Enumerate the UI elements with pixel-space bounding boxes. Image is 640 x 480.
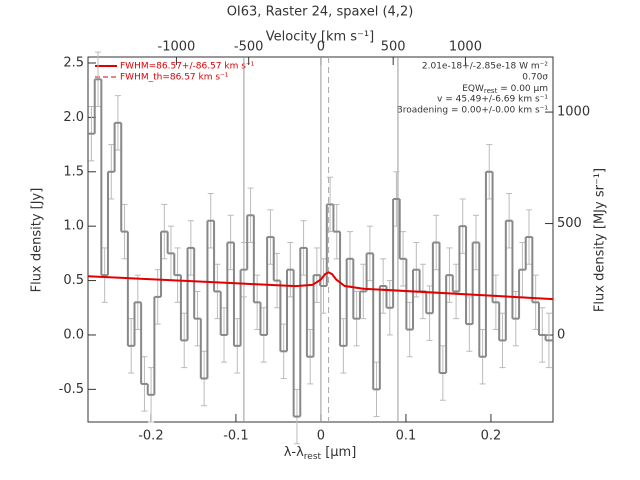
x2-tick-label: 1000 xyxy=(449,40,482,55)
x2-axis-label: Velocity [km s⁻¹] xyxy=(266,30,374,45)
x-tick-label: 0.2 xyxy=(481,429,502,444)
x-tick-label: -0.2 xyxy=(138,429,163,444)
x-axis-label: λ-λrest [μm] xyxy=(284,445,357,462)
fit-line xyxy=(87,271,554,301)
y2-axis-label: Flux density [MJy sr⁻¹] xyxy=(593,168,608,312)
annotation: 0.70σ xyxy=(522,73,548,83)
x-tick-label: -0.1 xyxy=(223,429,248,444)
y2-tick-label: 0 xyxy=(557,328,565,343)
x2-tick-label: 0 xyxy=(317,40,325,55)
annotation: 2.01e-18+/-2.85e-18 W m⁻² xyxy=(422,62,549,72)
y2-tick-label: 500 xyxy=(557,216,582,231)
y-tick-label: 2.0 xyxy=(63,110,84,125)
x-tick-label: 0.1 xyxy=(396,429,417,444)
y-tick-label: -0.5 xyxy=(59,382,84,397)
x2-tick-label: -500 xyxy=(234,40,264,55)
x2-tick-label: 500 xyxy=(381,40,406,55)
y2-tick-label: 1000 xyxy=(557,105,590,120)
y-tick-label: 1.5 xyxy=(63,164,84,179)
annotation: Broadening = 0.00+/-0.00 km s⁻¹ xyxy=(397,106,549,116)
y-tick-label: 1.0 xyxy=(63,219,84,234)
annotation: v = 45.49+/-6.69 km s⁻¹ xyxy=(437,95,548,105)
legend-entry: FWHM=86.57+/-86.57 km s⁻¹ xyxy=(120,62,255,72)
x2-tick-label: -1000 xyxy=(158,40,196,55)
x-tick-label: 0 xyxy=(317,429,325,444)
y-tick-label: 0.5 xyxy=(63,273,84,288)
y-tick-label: 2.5 xyxy=(63,55,84,70)
annotation: EQWrest = 0.00 μm xyxy=(462,84,548,96)
chart-title: OI63, Raster 24, spaxel (4,2) xyxy=(227,5,414,20)
y-tick-label: 0.0 xyxy=(63,327,84,342)
y-axis-label: Flux density [Jy] xyxy=(30,188,45,293)
legend-entry: FWHM_th=86.57 km s⁻¹ xyxy=(120,73,229,83)
